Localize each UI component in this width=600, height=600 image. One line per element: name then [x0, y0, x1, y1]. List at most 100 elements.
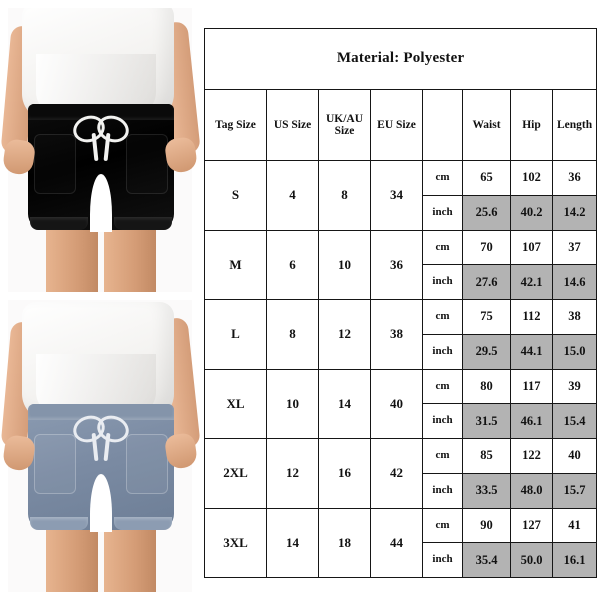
cell-unit-cm: cm	[422, 507, 463, 544]
size-chart-table-wrapper: Material: Polyester Tag Size US Size UK/…	[203, 28, 598, 578]
blue-shorts-photo	[0, 300, 200, 592]
cell-unit-inch: inch	[422, 542, 463, 578]
shorts-left-cuff	[30, 217, 88, 230]
shorts-left-cuff	[30, 517, 88, 530]
cell-length-inch: 15.7	[551, 472, 598, 509]
shorts-left-pocket	[34, 134, 76, 194]
table-row: inch 33.5 48.0 15.7	[205, 472, 598, 509]
table-row: M 6 10 36 cm 70 107 37	[204, 229, 598, 300]
cell-unit-inch: inch	[422, 194, 463, 231]
table-row: inch 35.4 50.0 16.1	[205, 542, 598, 578]
cell-uk-au-size: 12	[318, 299, 371, 370]
cell-length-inch: 16.1	[551, 542, 598, 578]
size-chart-table: Material: Polyester Tag Size US Size UK/…	[203, 28, 598, 578]
table-row: XL 10 14 40 cm 80 117 39	[204, 368, 598, 439]
header-row: Tag Size US Size UK/AU Size EU Size Wais…	[204, 89, 598, 161]
cell-length-inch: 14.2	[551, 194, 598, 231]
material-row: Material: Polyester	[203, 28, 598, 90]
table-row: inch 27.6 42.1 14.6	[205, 264, 598, 300]
cell-waist-inch: 31.5	[462, 403, 511, 439]
header-eu-size: EU Size	[370, 89, 423, 161]
cell-unit-inch: inch	[422, 264, 463, 300]
shorts-waistband	[28, 404, 174, 420]
cell-us-size: 14	[266, 507, 319, 578]
table-row: inch 25.6 40.2 14.2	[205, 194, 598, 231]
cell-waist-inch: 33.5	[462, 472, 511, 509]
cell-hip-cm: 127	[510, 507, 553, 544]
shorts-inseam	[90, 174, 112, 232]
cell-tag-size: S	[204, 160, 267, 231]
cell-unit-cm: cm	[422, 160, 463, 196]
table-row: L 8 12 38 cm 75 112 38	[204, 299, 598, 370]
cell-tag-size: 3XL	[204, 507, 267, 578]
material-label: Material: Polyester	[203, 28, 598, 90]
cell-eu-size: 42	[370, 438, 423, 509]
header-uk-au-line2: Size	[334, 125, 355, 137]
cell-eu-size: 44	[370, 507, 423, 578]
cell-length-cm: 39	[551, 368, 598, 405]
cell-us-size: 6	[266, 229, 319, 300]
table-row: inch 29.5 44.1 15.0	[205, 333, 598, 370]
cell-unit-inch: inch	[422, 472, 463, 509]
cell-waist-cm: 65	[462, 160, 511, 196]
table-row: S 4 8 34 cm 65 102 36	[204, 160, 598, 231]
shorts-drawstring	[69, 411, 133, 462]
cell-tag-size: L	[204, 299, 267, 370]
cell-hip-cm: 102	[510, 160, 553, 196]
header-uk-au-line1: UK/AU	[325, 112, 364, 125]
cell-us-size: 10	[266, 368, 319, 439]
cell-hip-cm: 112	[510, 299, 553, 335]
table-row: 3XL 14 18 44 cm 90 127 41	[204, 507, 598, 578]
black-shorts-photo	[0, 8, 200, 292]
cell-hip-inch: 48.0	[510, 472, 553, 509]
cell-unit-inch: inch	[422, 333, 463, 370]
cell-hip-inch: 50.0	[510, 542, 553, 578]
cell-length-cm: 36	[551, 160, 598, 196]
product-photo-column	[0, 0, 200, 600]
cell-uk-au-size: 16	[318, 438, 371, 509]
cell-hip-cm: 122	[510, 438, 553, 474]
cell-length-cm: 38	[551, 299, 598, 335]
shorts-right-cuff	[114, 217, 172, 230]
photo-scene-blue	[0, 300, 200, 592]
cell-waist-cm: 85	[462, 438, 511, 474]
header-hip: Hip	[510, 89, 553, 161]
cell-hip-inch: 46.1	[510, 403, 553, 439]
cell-hip-cm: 117	[510, 368, 553, 405]
cell-eu-size: 34	[370, 160, 423, 231]
cell-hip-cm: 107	[510, 229, 553, 266]
header-waist: Waist	[462, 89, 511, 161]
cell-eu-size: 38	[370, 299, 423, 370]
cell-waist-inch: 29.5	[462, 333, 511, 370]
cell-length-cm: 40	[551, 438, 598, 474]
cell-waist-inch: 25.6	[462, 194, 511, 231]
shorts-drawstring	[69, 111, 133, 162]
cell-unit-cm: cm	[422, 299, 463, 335]
shorts-inseam	[90, 474, 112, 532]
cell-eu-size: 36	[370, 229, 423, 300]
table-row: 2XL 12 16 42 cm 85 122 40	[204, 438, 598, 509]
cell-hip-inch: 40.2	[510, 194, 553, 231]
cell-tag-size: XL	[204, 368, 267, 439]
cell-us-size: 4	[266, 160, 319, 231]
cell-uk-au-size: 8	[318, 160, 371, 231]
cell-unit-inch: inch	[422, 403, 463, 439]
cell-waist-cm: 90	[462, 507, 511, 544]
cell-length-inch: 15.0	[551, 333, 598, 370]
shorts-right-pocket	[126, 434, 168, 494]
header-tag-size: Tag Size	[204, 89, 267, 161]
header-us-size: US Size	[266, 89, 319, 161]
shorts-left-pocket	[34, 434, 76, 494]
cell-waist-cm: 80	[462, 368, 511, 405]
cell-us-size: 12	[266, 438, 319, 509]
cell-us-size: 8	[266, 299, 319, 370]
model-top-garment	[22, 302, 174, 420]
header-uk-au-size: UK/AU Size	[318, 89, 371, 161]
blue-shorts-garment	[28, 404, 174, 532]
cell-unit-cm: cm	[422, 438, 463, 474]
cell-length-cm: 41	[551, 507, 598, 544]
cell-tag-size: M	[204, 229, 267, 300]
cell-waist-inch: 27.6	[462, 264, 511, 300]
table-row: inch 31.5 46.1 15.4	[205, 403, 598, 439]
